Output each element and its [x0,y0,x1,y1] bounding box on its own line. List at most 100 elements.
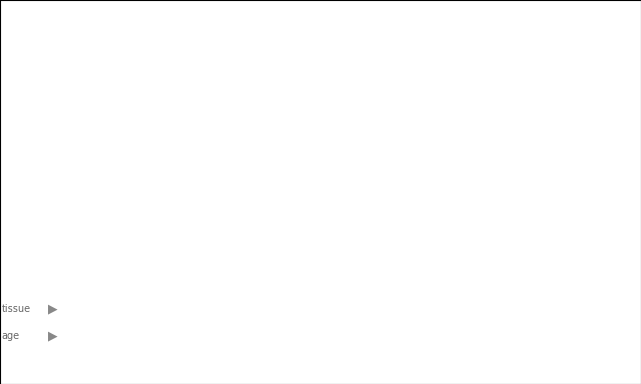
Text: GSM120840: GSM120840 [554,271,560,315]
Bar [372,285,401,301]
Point [523,78,533,84]
Text: GSM120852: GSM120852 [213,271,220,315]
Bar [292,206,312,285]
Bar [486,285,514,301]
Bar [61,285,89,301]
Bar [61,318,89,355]
Bar [433,228,453,285]
Text: GSM120854: GSM120854 [101,271,106,315]
Point [212,63,222,70]
Text: ▶: ▶ [47,329,58,343]
Text: GSM120853: GSM120853 [242,271,248,315]
Text: GSM120845: GSM120845 [356,271,362,315]
Bar [401,285,429,301]
Text: GSM120841: GSM120841 [582,271,588,315]
Bar [61,301,89,318]
Bar [316,285,344,301]
Text: gestational day 14: gestational day 14 [266,331,338,341]
Point [552,78,562,84]
Bar [94,161,113,285]
Text: age: age [1,331,19,341]
Bar [571,285,599,301]
Bar [174,318,259,355]
Text: gestational day 18: gestational day 18 [436,331,508,341]
Bar [65,96,85,285]
Point [297,66,307,72]
Text: postn
atal
day 0.5: postn atal day 0.5 [65,328,85,344]
Text: gestational day 16: gestational day 16 [351,331,422,341]
Text: GSM120839: GSM120839 [526,271,531,315]
Text: gestational day 12: gestational day 12 [181,331,253,341]
Bar [490,218,510,285]
Text: GSM120849: GSM120849 [299,271,304,315]
Text: GSM120848: GSM120848 [271,271,276,315]
Text: GSM120851: GSM120851 [185,271,192,315]
Bar [150,168,170,285]
Text: ▶: ▶ [47,303,58,316]
Bar [547,229,567,285]
Text: refere
nce: refere nce [65,304,85,315]
Point [438,78,449,84]
Text: GSM120850: GSM120850 [327,271,333,315]
Point [580,78,590,84]
Bar [377,215,397,285]
Point [240,66,250,72]
Bar [349,185,369,285]
Bar [174,285,203,301]
Text: GDS2203 / 1447707_s_at: GDS2203 / 1447707_s_at [61,22,219,35]
Bar [405,232,425,285]
Point [269,101,279,107]
Bar [259,285,288,301]
Bar [122,190,142,285]
Bar [575,234,595,285]
Text: postnatal day 2: postnatal day 2 [527,331,587,341]
Text: GSM120842: GSM120842 [440,271,447,315]
Text: tissue: tissue [1,305,30,314]
Text: GSM120843: GSM120843 [469,271,475,315]
Bar [207,185,227,285]
Bar [458,285,486,301]
Bar [203,285,231,301]
Bar [543,285,571,301]
Bar [429,318,514,355]
Bar [344,285,372,301]
Bar [288,285,316,301]
Bar [259,318,344,355]
Point [70,43,80,50]
Text: ovary: ovary [329,305,360,314]
Bar [110,370,119,380]
Bar [263,262,283,285]
Point [353,61,363,67]
Bar [320,236,340,285]
Point [381,71,392,77]
Bar [110,357,119,366]
Bar [117,285,146,301]
Bar [344,318,429,355]
Text: count: count [124,358,152,367]
Point [325,78,335,84]
Text: percentile rank within the sample: percentile rank within the sample [124,371,290,381]
Bar [89,301,599,318]
Point [495,73,505,79]
Bar [514,318,599,355]
Bar [89,318,174,355]
Point [183,56,194,62]
Text: GSM120847: GSM120847 [412,271,418,315]
Point [127,63,137,70]
Bar [178,155,198,285]
Text: gestational day 11: gestational day 11 [96,331,167,341]
Point [410,78,420,84]
Bar [514,285,543,301]
Point [98,56,108,62]
Bar [429,285,458,301]
Text: GSM120855: GSM120855 [129,271,135,315]
Bar [89,285,117,301]
Text: GSM120856: GSM120856 [157,271,163,315]
Bar [462,234,482,285]
Text: GSM120857: GSM120857 [72,271,78,315]
Point [155,56,165,62]
Bar [235,192,255,285]
Bar [231,285,259,301]
Bar [146,285,174,301]
Text: GSM120844: GSM120844 [497,271,503,315]
